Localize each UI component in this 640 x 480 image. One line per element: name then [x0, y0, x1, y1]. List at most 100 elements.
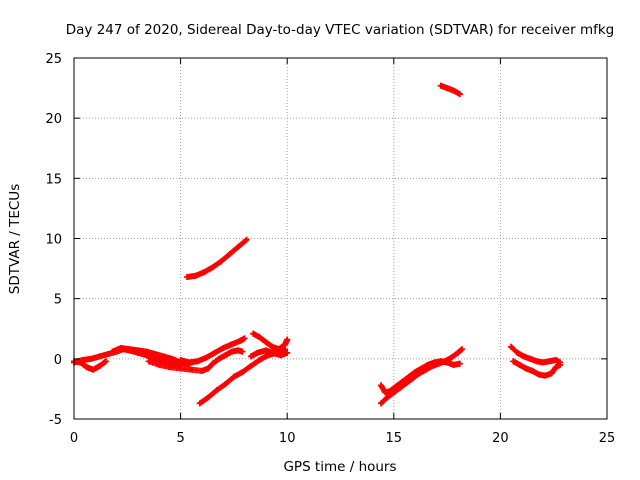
data-point: [557, 361, 564, 368]
series-arc-6: [196, 346, 289, 407]
x-axis-label: GPS time / hours: [283, 459, 396, 475]
data-point: [196, 400, 203, 407]
y-tick-label: 0: [54, 353, 62, 368]
x-tick-label: 10: [279, 431, 296, 446]
series-arc-13: [508, 343, 564, 366]
data-point: [198, 367, 205, 374]
data-point: [126, 346, 133, 353]
data-point: [254, 349, 261, 356]
data-point: [529, 367, 536, 374]
data-point: [211, 349, 218, 356]
data-point: [90, 366, 97, 373]
data-point: [96, 353, 103, 360]
x-tick-label: 0: [70, 431, 78, 446]
data-point: [96, 363, 103, 370]
data-point: [105, 351, 112, 358]
data-point: [548, 370, 555, 377]
data-point: [441, 358, 448, 365]
data-point: [262, 338, 269, 345]
data-point: [230, 373, 237, 380]
data-point: [256, 334, 263, 341]
data-point: [384, 394, 391, 401]
data-point: [209, 360, 216, 367]
data-point: [378, 382, 385, 389]
data-point: [450, 361, 457, 368]
data-point: [262, 347, 269, 354]
data-point: [533, 358, 540, 365]
data-point: [183, 274, 190, 281]
data-point: [282, 341, 289, 348]
y-tick-label: 15: [45, 172, 62, 187]
data-point: [416, 370, 423, 377]
data-point: [239, 348, 246, 355]
data-point: [241, 335, 248, 342]
data-point: [247, 363, 254, 370]
data-point: [109, 348, 116, 355]
y-tick-label: 10: [45, 233, 62, 248]
data-point: [218, 258, 225, 265]
data-point: [552, 364, 559, 371]
series-arc-10: [378, 358, 463, 396]
data-point: [250, 330, 257, 337]
data-point: [201, 269, 208, 276]
data-point: [88, 355, 95, 362]
data-point: [520, 353, 527, 360]
data-point: [444, 85, 451, 92]
y-tick-label: 20: [45, 112, 62, 127]
data-points: [71, 82, 564, 407]
data-point: [510, 358, 517, 365]
data-point: [546, 358, 553, 365]
data-point: [188, 366, 195, 373]
data-point: [177, 365, 184, 372]
series-arc-7: [247, 347, 291, 360]
data-point: [535, 371, 542, 378]
data-point: [552, 357, 559, 364]
data-point: [435, 360, 442, 367]
data-point: [269, 343, 276, 350]
data-point: [222, 352, 229, 359]
data-point: [540, 359, 547, 366]
axis-ticks: 0 5 10 15 20 25 -5 0 5 10 15 20 25: [45, 52, 615, 446]
data-point: [514, 349, 521, 356]
data-point: [450, 87, 457, 94]
data-point: [269, 349, 276, 356]
data-point: [143, 348, 150, 355]
data-point: [152, 351, 159, 358]
data-point: [186, 359, 193, 366]
x-tick-label: 25: [599, 431, 616, 446]
x-tick-label: 5: [176, 431, 184, 446]
series-arc-5: [177, 335, 248, 366]
data-point: [192, 272, 199, 279]
grid: [74, 58, 607, 419]
data-point: [213, 387, 220, 394]
data-point: [226, 251, 233, 258]
data-point: [215, 355, 222, 362]
series-arc-12: [437, 82, 463, 98]
y-axis-label: SDTVAR / TECUs: [7, 184, 23, 294]
data-point: [228, 341, 235, 348]
data-point: [145, 358, 152, 365]
data-point: [275, 346, 282, 353]
data-point: [454, 349, 461, 356]
data-point: [222, 381, 229, 388]
data-point: [448, 354, 455, 361]
data-point: [403, 379, 410, 386]
series-markers: [183, 236, 250, 281]
series-arc-9: [183, 236, 250, 281]
x-tick-label: 15: [386, 431, 403, 446]
data-point: [247, 353, 254, 360]
data-point: [156, 361, 163, 368]
data-point: [228, 348, 235, 355]
data-point: [83, 364, 90, 371]
y-tick-label: 5: [54, 293, 62, 308]
data-point: [284, 336, 291, 343]
y-tick-label: -5: [49, 413, 62, 428]
data-point: [542, 372, 549, 379]
data-point: [102, 358, 109, 365]
chart-title: Day 247 of 2020, Sidereal Day-to-day VTE…: [66, 22, 614, 38]
data-point: [456, 360, 463, 367]
data-point: [194, 358, 201, 365]
data-point: [429, 363, 436, 370]
y-tick-label: 25: [45, 52, 62, 67]
